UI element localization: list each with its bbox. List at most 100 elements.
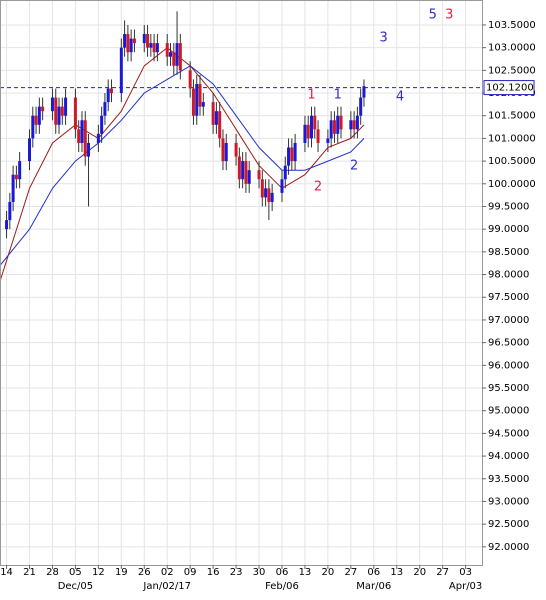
candle-body [290, 147, 294, 162]
y-tick-label: 98.5000 [488, 247, 529, 258]
candle-body [109, 88, 113, 94]
x-tick-label: 12 [92, 567, 105, 578]
x-tick-label: 27 [344, 567, 357, 578]
x-tick-label: 09 [184, 567, 197, 578]
candle-body [5, 220, 9, 230]
candle-body [303, 124, 307, 143]
candle-body [64, 97, 68, 116]
y-tick-label: 100.0000 [488, 179, 536, 190]
x-tick-label: 23 [230, 567, 243, 578]
y-tick-label: 101.5000 [488, 111, 536, 122]
candle-body [352, 120, 356, 130]
candle-body [359, 97, 363, 116]
wave-label: 2 [350, 159, 358, 174]
candle-body [8, 201, 12, 221]
wave-label: 3 [445, 7, 453, 22]
y-tick-label: 99.5000 [488, 201, 529, 212]
candle-body [313, 115, 317, 130]
candle-body [201, 102, 205, 107]
y-tick-label: 96.5000 [488, 338, 529, 349]
candle-body [247, 170, 251, 184]
candle-body [267, 188, 271, 202]
candle-body [149, 43, 153, 48]
y-tick-label: 98.0000 [488, 270, 529, 281]
candle-body [57, 106, 61, 125]
candle-body [175, 43, 179, 66]
candle-body [244, 161, 248, 184]
wave-label: 5 [429, 7, 437, 22]
plot-frame [0, 0, 483, 566]
candle-body [257, 170, 261, 180]
x-month-label: Mar/06 [356, 581, 391, 592]
candle-body [152, 43, 156, 53]
x-tick-label: 20 [322, 567, 335, 578]
candle-body [11, 174, 15, 202]
candle-body [191, 88, 195, 116]
x-tick-label: 21 [23, 567, 36, 578]
y-tick-label: 94.0000 [488, 451, 529, 462]
wave-label: 1 [334, 87, 342, 102]
candle-body [83, 120, 87, 157]
wave-label: 1 [307, 87, 315, 102]
x-tick-label: 13 [390, 567, 403, 578]
candle-body [178, 43, 182, 71]
candle-body [336, 115, 340, 134]
x-tick-label: 16 [207, 567, 220, 578]
y-tick-label: 103.5000 [488, 20, 536, 31]
axes: 92.0000 92.5000 93.0000 93.5000 94.0000 94.50… [0, 20, 536, 592]
x-tick-label: 06 [367, 567, 380, 578]
y-tick-label: 92.5000 [488, 519, 529, 530]
x-tick-label: 06 [276, 567, 289, 578]
candle-body [221, 138, 225, 162]
y-tick-label: 99.0000 [488, 224, 529, 235]
y-tick-label: 93.5000 [488, 474, 529, 485]
candle-body [28, 138, 32, 162]
candle-body [218, 111, 222, 139]
candle-body [132, 38, 136, 44]
x-tick-label: 02 [161, 567, 174, 578]
y-tick-label: 97.5000 [488, 292, 529, 303]
candle-body [34, 115, 38, 125]
candle-body [198, 83, 202, 107]
candle-body [14, 174, 18, 180]
candle-body [37, 106, 41, 125]
candle-body [241, 161, 245, 180]
y-tick-label: 97.0000 [488, 315, 529, 326]
candle-body [126, 34, 130, 53]
candle-body [169, 52, 173, 57]
candle-body [214, 111, 218, 125]
wave-label: 4 [396, 90, 404, 105]
candle-body [80, 120, 84, 143]
x-tick-label: 05 [69, 567, 82, 578]
x-tick-label: 14 [0, 567, 13, 578]
candle-body [18, 161, 22, 180]
candle-body [146, 34, 150, 48]
candle-body [123, 34, 127, 48]
wave-label: 3 [379, 31, 387, 46]
candle-body [306, 124, 310, 139]
candle-body [349, 120, 353, 130]
x-tick-label: 27 [436, 567, 449, 578]
candle-body [293, 142, 297, 162]
candle-body [280, 179, 284, 193]
candle-body [54, 97, 58, 125]
candle-body [60, 106, 64, 116]
y-tick-label: 100.5000 [488, 156, 536, 167]
y-tick-label: 96.0000 [488, 360, 529, 371]
candle-body [172, 52, 176, 66]
candle-body [355, 115, 359, 130]
candle-body [100, 115, 104, 134]
candle-body [234, 142, 238, 157]
grid [0, 0, 482, 565]
candle-body [50, 97, 54, 112]
x-month-label: Feb/06 [265, 581, 299, 592]
candle-body [119, 47, 123, 94]
candle-body [287, 147, 291, 166]
x-tick-label: 03 [459, 567, 472, 578]
x-tick-label: 26 [138, 567, 151, 578]
y-tick-label: 95.0000 [488, 406, 529, 417]
